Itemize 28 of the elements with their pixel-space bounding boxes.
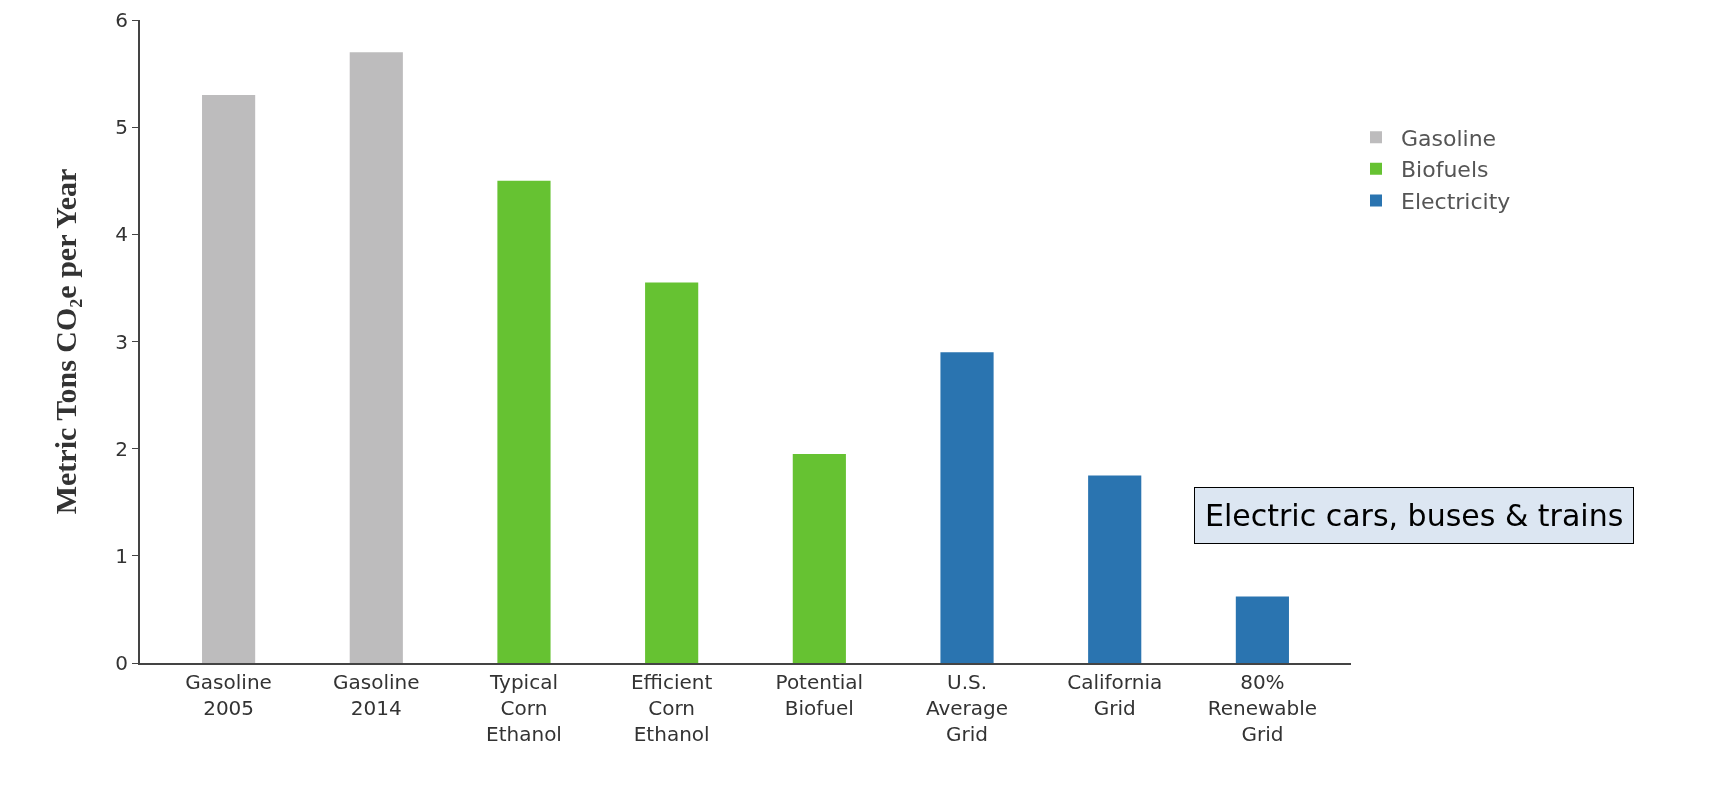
y-tick-label: 1 (115, 543, 128, 568)
bar (645, 282, 699, 663)
legend-label: Electricity (1401, 189, 1511, 215)
bar (349, 52, 403, 663)
y-tick-label: 4 (115, 222, 128, 247)
legend-label: Biofuels (1401, 157, 1489, 183)
bar (202, 95, 256, 663)
x-tick-label: Typical Corn Ethanol (486, 670, 562, 746)
x-tick-label: U.S. Average Grid (925, 670, 1009, 746)
bar (792, 454, 846, 663)
y-tick-label: 3 (115, 329, 128, 354)
x-tick-label: Potential Biofuel (775, 670, 864, 720)
legend-label: Gasoline (1401, 125, 1497, 151)
y-tick-label: 2 (115, 436, 128, 461)
y-tick-label: 5 (115, 115, 128, 140)
y-tick-label: 6 (115, 8, 128, 32)
y-tick-label: 0 (115, 651, 128, 675)
bar (1235, 596, 1289, 663)
y-axis-title: Metric Tons CO₂e per Year (48, 168, 82, 515)
x-tick-label: Gasoline 2005 (185, 670, 272, 720)
x-tick-label: Efficient Corn Ethanol (630, 670, 713, 746)
bar (1088, 475, 1142, 663)
bar (940, 352, 994, 663)
x-tick-label: 80% Renewable Grid (1207, 670, 1318, 746)
x-tick-label: California Grid (1067, 670, 1163, 720)
annotation: Electric cars, buses & trains (1205, 498, 1624, 533)
x-tick-label: Gasoline 2014 (333, 670, 420, 720)
bar (497, 180, 551, 663)
